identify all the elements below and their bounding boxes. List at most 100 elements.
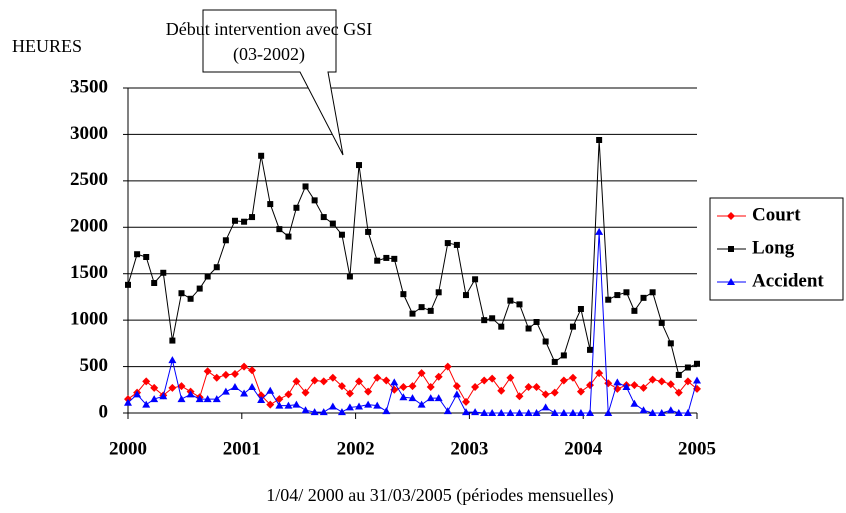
marker: [488, 409, 497, 416]
marker: [639, 383, 648, 392]
callout-box: [202, 9, 344, 156]
marker: [346, 273, 353, 280]
legend-label: Accident: [752, 270, 824, 291]
marker: [204, 273, 211, 280]
marker: [559, 409, 568, 416]
marker: [506, 409, 515, 416]
marker: [461, 397, 470, 406]
marker: [203, 367, 212, 376]
y-tick-label: 500: [80, 355, 109, 376]
marker: [266, 400, 275, 409]
marker: [471, 383, 480, 391]
marker: [675, 371, 682, 378]
legend-label: Long: [752, 237, 795, 258]
marker: [506, 373, 515, 382]
marker: [648, 409, 657, 416]
marker: [631, 307, 638, 314]
marker: [524, 409, 533, 416]
marker: [622, 383, 631, 390]
marker: [390, 378, 399, 386]
marker: [142, 377, 151, 386]
annotation-line: (03-2002): [233, 44, 305, 65]
y-tick-label: 3500: [70, 76, 108, 97]
marker: [337, 408, 346, 416]
marker: [480, 409, 489, 416]
marker: [408, 382, 417, 391]
marker: [160, 269, 167, 276]
marker: [497, 409, 506, 416]
marker: [417, 369, 426, 378]
x-tick-label: 2002: [337, 438, 375, 459]
marker: [240, 362, 249, 371]
marker: [683, 377, 692, 386]
y-axis-label: HEURES: [12, 36, 82, 56]
legend-label: Court: [752, 204, 801, 225]
marker: [524, 383, 533, 391]
marker: [596, 137, 603, 143]
marker: [694, 360, 700, 367]
x-tick-label: 2003: [450, 438, 488, 459]
marker: [541, 390, 550, 399]
marker: [284, 401, 293, 409]
marker: [383, 254, 390, 261]
marker: [302, 183, 309, 190]
marker: [345, 389, 354, 398]
marker: [551, 358, 558, 365]
marker: [293, 204, 300, 211]
marker: [426, 383, 435, 391]
marker: [541, 403, 550, 411]
marker: [409, 310, 416, 317]
plot-area: 0 500 1000 1500 2000 2500 3000 3500 2000 2001 2002…: [70, 76, 716, 459]
marker: [667, 340, 674, 347]
marker: [399, 383, 408, 391]
y-tick-label: 1000: [70, 309, 108, 330]
marker: [666, 406, 675, 414]
x-tick-label: 2004: [564, 438, 603, 459]
marker: [542, 338, 549, 345]
marker: [532, 409, 541, 416]
marker: [728, 246, 734, 252]
marker: [159, 392, 168, 400]
marker: [515, 392, 524, 401]
marker: [177, 382, 186, 391]
marker: [569, 323, 576, 330]
marker: [276, 226, 283, 233]
marker: [125, 281, 131, 288]
x-tick-label: 2001: [223, 438, 261, 459]
marker: [426, 394, 435, 402]
marker: [525, 325, 532, 332]
marker: [178, 290, 185, 297]
marker: [186, 390, 195, 398]
marker: [461, 408, 470, 416]
marker: [249, 214, 256, 221]
marker: [133, 390, 142, 398]
marker: [248, 366, 257, 375]
marker: [266, 386, 275, 394]
marker: [480, 376, 489, 385]
marker: [471, 408, 480, 416]
marker: [142, 400, 151, 408]
marker: [550, 409, 559, 416]
marker: [382, 407, 391, 415]
marker: [586, 409, 595, 416]
marker: [267, 201, 274, 208]
marker: [443, 362, 452, 371]
marker: [373, 401, 382, 409]
marker: [630, 399, 639, 407]
marker: [443, 407, 452, 415]
marker: [319, 408, 328, 416]
marker: [488, 374, 497, 383]
y-tick-label: 3000: [70, 123, 108, 144]
marker: [516, 301, 523, 308]
marker: [231, 217, 238, 224]
marker: [320, 214, 327, 221]
marker: [657, 409, 666, 416]
annotation-line: Début intervention avec GSI: [166, 19, 372, 39]
marker: [462, 292, 469, 299]
marker: [408, 394, 417, 402]
y-tick-label: 1500: [70, 262, 108, 283]
marker: [649, 289, 656, 296]
marker: [292, 400, 301, 408]
